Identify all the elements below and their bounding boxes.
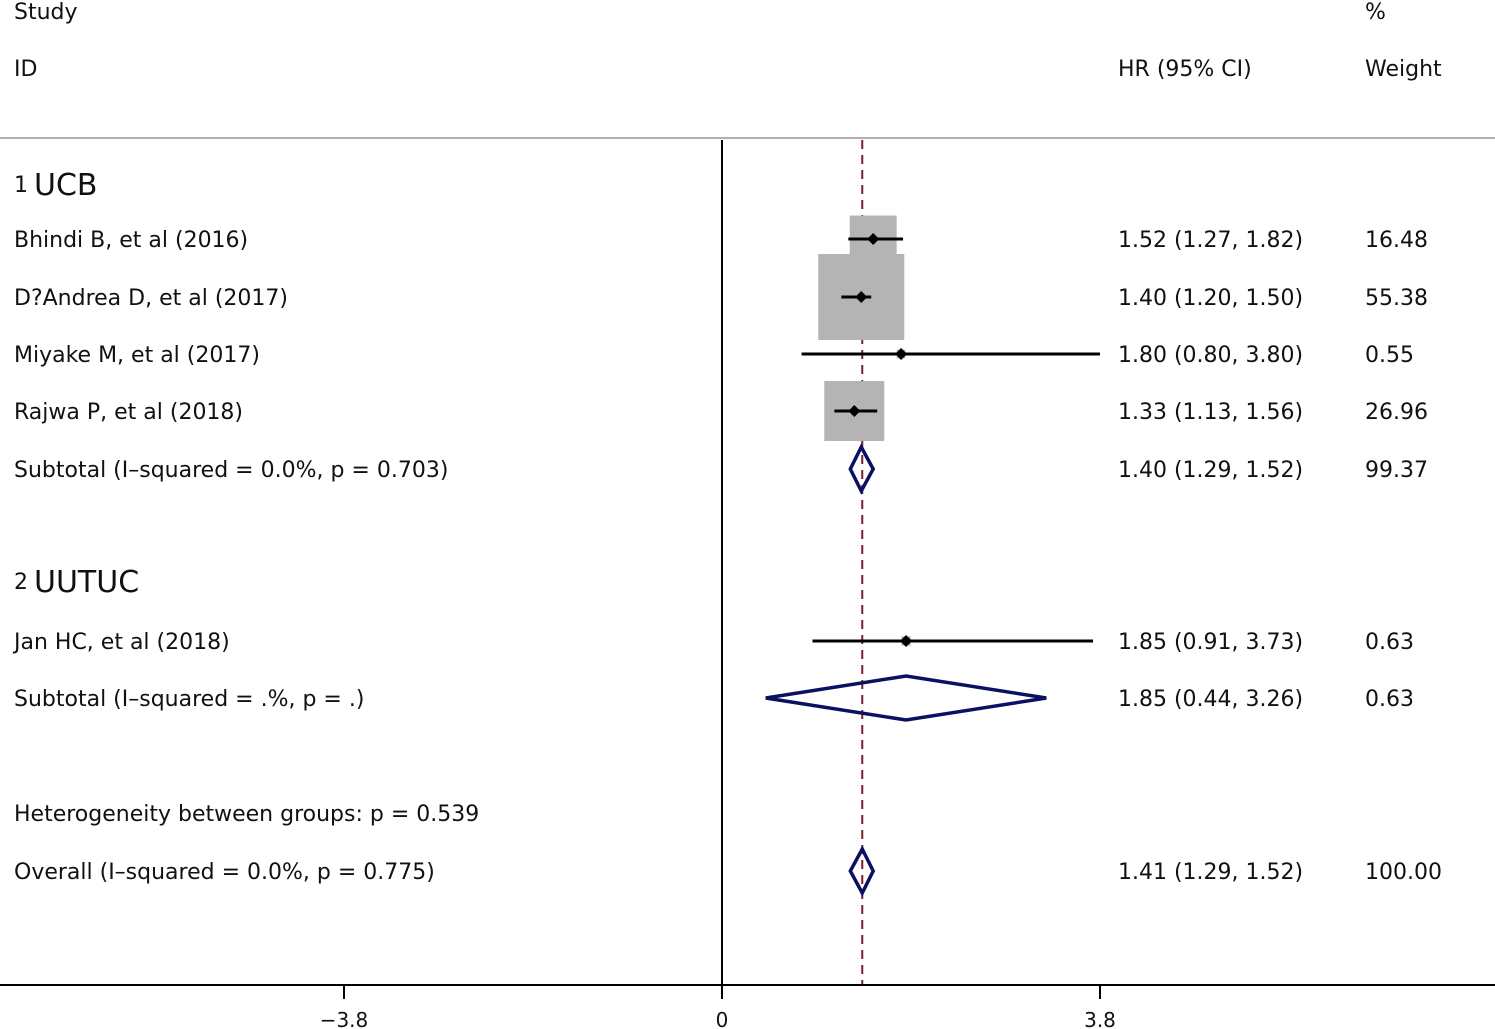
group-name: UCB	[34, 168, 98, 203]
subtotal-diamond	[765, 674, 1047, 722]
x-tick-label: 0	[716, 1008, 729, 1029]
overall-diamond-hr-ci-value: 1.41 (1.29, 1.52)	[1118, 860, 1303, 885]
subtotal-diamond-label: Subtotal (I–squared = 0.0%, p = 0.703)	[14, 458, 448, 483]
hr-ci-value: 1.85 (0.91, 3.73)	[1118, 630, 1303, 655]
point-estimate	[855, 291, 868, 303]
header-weight: Weight	[1365, 57, 1442, 82]
header-hr: HR (95% CI)	[1118, 57, 1252, 82]
weight-value: 0.63	[1365, 630, 1414, 655]
hr-ci-value: 1.33 (1.13, 1.56)	[1118, 400, 1303, 425]
subtotal-diamond-hr-ci-value: 1.85 (0.44, 3.26)	[1118, 687, 1303, 712]
subtotal-diamond	[848, 443, 876, 495]
x-tick-label: 3.8	[1084, 1008, 1116, 1029]
subtotal-diamond-hr-ci-value: 1.40 (1.29, 1.52)	[1118, 458, 1303, 483]
x-tick-label: −3.8	[320, 1008, 369, 1029]
header-id: ID	[14, 57, 37, 82]
heterogeneity-text: Heterogeneity between groups: p = 0.539	[14, 802, 479, 827]
point-estimate	[867, 233, 880, 245]
subtotal-diamond-weight-value: 99.37	[1365, 458, 1428, 483]
x-axis: −3.8 0 3.8	[0, 984, 1495, 1029]
overall-diamond	[848, 845, 876, 897]
group-number: 1	[14, 173, 28, 198]
point-estimate	[895, 348, 908, 360]
study-label: D?Andrea D, et al (2017)	[14, 286, 288, 311]
point-estimate	[900, 635, 913, 647]
subtotal-diamond-weight-value: 0.63	[1365, 687, 1414, 712]
weight-value: 0.55	[1365, 343, 1414, 368]
study-label: Rajwa P, et al (2018)	[14, 400, 243, 425]
weight-value: 16.48	[1365, 228, 1428, 253]
study-label: Jan HC, et al (2018)	[12, 630, 230, 655]
weight-value: 26.96	[1365, 400, 1428, 425]
point-estimate	[848, 405, 861, 417]
study-marks	[765, 215, 1100, 897]
group-name: UUTUC	[34, 565, 139, 600]
hr-ci-value: 1.40 (1.20, 1.50)	[1118, 286, 1303, 311]
hr-ci-value: 1.80 (0.80, 3.80)	[1118, 343, 1303, 368]
row-labels: 1 UCB Bhindi B, et al (2016) 1.52 (1.27, 1.…	[12, 168, 1442, 885]
weight-value: 55.38	[1365, 286, 1428, 311]
header-study: Study	[14, 0, 78, 25]
group-number: 2	[14, 570, 28, 595]
subtotal-diamond-label: Subtotal (I–squared = .%, p = .)	[14, 687, 364, 712]
study-label: Miyake M, et al (2017)	[14, 343, 260, 368]
hr-ci-value: 1.52 (1.27, 1.82)	[1118, 228, 1303, 253]
study-label: Bhindi B, et al (2016)	[14, 228, 248, 253]
overall-diamond-label: Overall (I–squared = 0.0%, p = 0.775)	[14, 860, 435, 885]
overall-diamond-weight-value: 100.00	[1365, 860, 1442, 885]
header-weight-percent: %	[1365, 0, 1386, 25]
